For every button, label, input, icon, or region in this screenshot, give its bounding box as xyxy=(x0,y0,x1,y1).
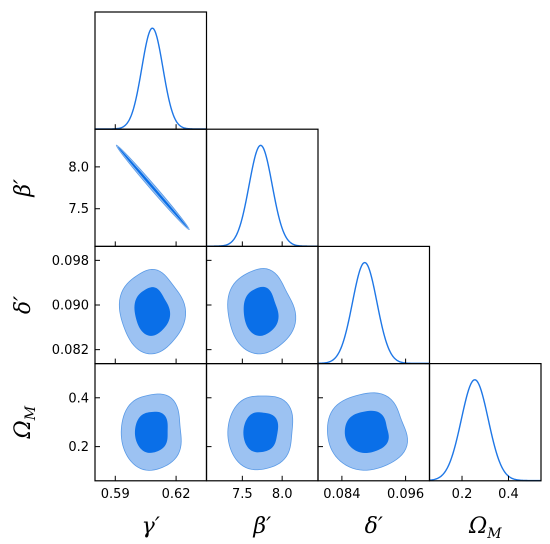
marginal-curve-gamma xyxy=(95,27,207,130)
y-tick-label: 7.5 xyxy=(68,202,89,217)
x-tick-label: 8.0 xyxy=(272,487,293,502)
x-tick-label: 0.096 xyxy=(387,487,424,502)
x-tick-label: 0.084 xyxy=(323,487,360,502)
y-tick-label: 0.2 xyxy=(68,440,89,455)
x-axis-label-omega: ΩM xyxy=(468,514,502,542)
contour-68-gamma-delta xyxy=(134,287,171,336)
x-axis-label-beta: β′ xyxy=(252,514,271,539)
panel-frame xyxy=(317,245,431,365)
marginal-curve-omega xyxy=(429,379,542,482)
x-tick-label: 0.2 xyxy=(452,487,473,502)
y-axis-label-omega: ΩM xyxy=(11,405,39,439)
x-tick-label: 0.59 xyxy=(101,487,130,502)
y-tick-label: 0.090 xyxy=(52,299,89,314)
y-axis-label-delta: δ′ xyxy=(11,296,36,314)
contour-68-beta-delta xyxy=(243,286,279,336)
y-axis-label-beta: β′ xyxy=(11,179,36,198)
marginal-curve-beta xyxy=(206,144,318,247)
y-tick-label: 0.098 xyxy=(52,254,89,269)
x-axis-label-gamma: γ′ xyxy=(142,514,160,539)
x-tick-label: 0.62 xyxy=(162,487,191,502)
panel-frame xyxy=(428,363,542,482)
contour-68-gamma-omega xyxy=(134,411,168,453)
x-tick-label: 0.4 xyxy=(498,487,519,502)
y-tick-label: 0.082 xyxy=(52,343,89,358)
marginal-curve-delta xyxy=(317,261,430,365)
contour-68-gamma-beta xyxy=(117,146,188,229)
contour-68-delta-omega xyxy=(344,410,389,454)
y-tick-label: 0.4 xyxy=(68,391,89,406)
contour-68-beta-omega xyxy=(243,412,279,453)
x-axis-label-delta: δ′ xyxy=(365,514,383,539)
y-tick-label: 8.0 xyxy=(68,160,89,175)
x-tick-label: 7.5 xyxy=(232,487,253,502)
